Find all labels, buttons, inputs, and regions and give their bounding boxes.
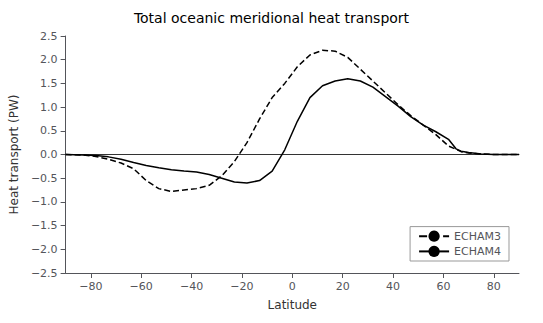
svg-text:2.5: 2.5 [40,30,58,43]
svg-text:60: 60 [436,280,450,293]
svg-text:40: 40 [386,280,400,293]
svg-text:−1.0: −1.0 [31,195,58,208]
svg-text:−60: −60 [130,280,153,293]
svg-text:−40: −40 [180,280,203,293]
svg-text:−1.5: −1.5 [31,219,58,232]
svg-text:1.0: 1.0 [40,101,58,114]
svg-text:0.0: 0.0 [40,148,58,161]
svg-text:−2.5: −2.5 [31,267,58,280]
svg-text:Latitude: Latitude [268,298,317,312]
svg-text:0: 0 [289,280,296,293]
svg-text:−20: −20 [230,280,253,293]
svg-text:80: 80 [487,280,501,293]
svg-text:20: 20 [336,280,350,293]
svg-text:0.5: 0.5 [40,124,58,137]
svg-text:2.0: 2.0 [40,53,58,66]
svg-text:1.5: 1.5 [40,77,58,90]
svg-text:−2.0: −2.0 [31,243,58,256]
svg-text:−80: −80 [79,280,102,293]
svg-text:ECHAM4: ECHAM4 [454,245,501,258]
svg-text:ECHAM3: ECHAM3 [454,230,501,243]
svg-text:Heat transport (PW): Heat transport (PW) [7,94,21,214]
svg-text:Total oceanic meridional heat: Total oceanic meridional heat transport [133,10,410,26]
svg-text:−0.5: −0.5 [31,172,58,185]
